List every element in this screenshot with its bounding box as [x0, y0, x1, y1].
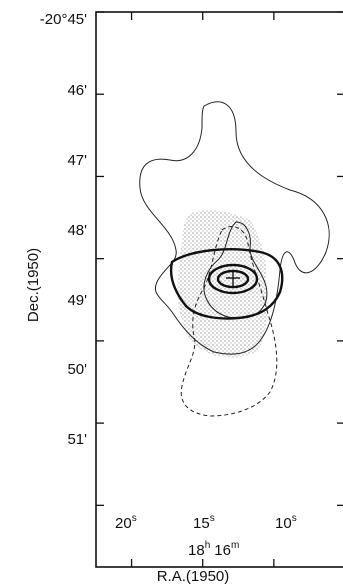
y-tick-label-48: 48': [67, 222, 87, 239]
contour-outer: [139, 101, 330, 355]
center-marker: [226, 271, 240, 286]
x-tick-labels: 20s 15s 10s: [115, 513, 297, 532]
x-reference-label: 18h 16m: [188, 540, 239, 559]
y-tick-label-49: 49': [67, 292, 87, 309]
y-ticks: [96, 11, 343, 506]
x-tick-label-10s: 10s: [275, 513, 297, 532]
y-tick-label-45: -20°45': [40, 11, 87, 28]
y-tick-labels: -20°45' 46' 47' 48' 49' 50' 51': [40, 11, 87, 448]
y-tick-label-46: 46': [67, 82, 87, 99]
plot-frame: [95, 11, 343, 568]
y-tick-label-50: 50': [67, 361, 87, 378]
y-axis-title: Dec.(1950): [25, 248, 42, 322]
contour-dashed: [180, 226, 278, 417]
x-tick-label-20s: 20s: [115, 513, 137, 532]
y-tick-label-51: 51': [67, 431, 87, 448]
x-ticks: [130, 12, 275, 567]
x-axis-title: R.A.(1950): [157, 568, 230, 585]
y-tick-label-47: 47': [67, 152, 87, 169]
x-tick-label-15s: 15s: [193, 513, 215, 532]
contour-middle: [169, 248, 284, 320]
contour-core-outer: [207, 263, 259, 295]
